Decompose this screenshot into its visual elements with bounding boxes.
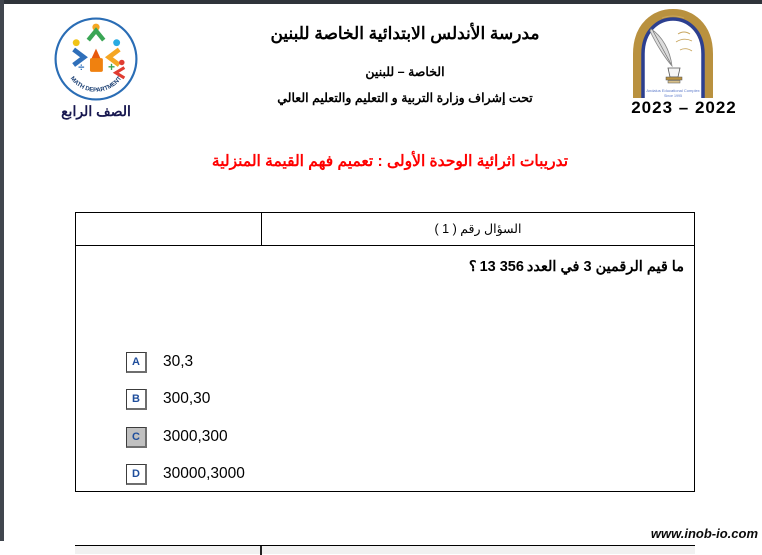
calligraphy-marks [661,15,693,52]
grade-label: الصف الرابع [61,103,131,119]
plus-symbol: + [108,60,115,74]
header-cell-divider [261,213,262,245]
pencil-book-icon [89,48,103,72]
option-value-c: 3000,300 [163,428,228,445]
viewer-frame-top-edge [0,0,762,4]
option-box-a[interactable]: A [126,351,147,373]
school-years: 2023 – 2022 [631,98,737,117]
school-arch-logo: Andalus Educational Complex Since 1995 [633,8,713,98]
school-header: مدرسة الأندلس الابتدائية الخاصة للبنين ا… [225,24,585,124]
question-mark: ؟ [468,259,477,275]
option-value-d: 30000,3000 [163,465,245,482]
question-number-value: 13 356 [479,259,524,275]
math-department-logo: ÷ + MATH DEPARTMENT [54,17,138,101]
school-subtitle-2: تحت إشراف وزارة التربية و التعليم والتعل… [277,91,533,105]
option-row-c: C 3000,300 [126,426,228,448]
question-table: السؤال رقم ( 1 ) ما قيم الرقمين 3 في الع… [75,212,695,492]
school-name: مدرسة الأندلس الابتدائية الخاصة للبنين [270,24,540,43]
arch-logo-caption-2: Since 1995 [664,94,682,98]
option-value-a: 30,3 [163,353,194,370]
question-text-arabic: ما قيم الرقمين 3 في العدد [526,259,684,275]
option-row-d: D 30000,3000 [126,463,245,485]
next-table-cell-divider [260,546,262,555]
watermark-url: www.inob-io.com [650,526,758,541]
arch-logo-caption-1: Andalus Educational Complex [646,88,699,93]
option-box-c[interactable]: C [126,426,147,448]
people-figures-icon [72,23,126,80]
worksheet-title: تدريبات اثرائية الوحدة الأولى : تعميم فه… [211,153,569,170]
viewer-frame-left-edge [0,0,4,541]
option-row-a: A 30,3 [126,351,193,373]
divide-symbol: ÷ [78,62,84,74]
question-text: ما قيم الرقمين 3 في العدد13 356؟ [469,259,684,275]
option-value-b: 300,30 [163,390,211,407]
school-subtitle-1: الخاصة – للبنين [365,65,445,79]
option-box-d[interactable]: D [126,463,147,485]
option-row-b: B 300,30 [126,388,210,410]
option-box-b[interactable]: B [126,388,147,410]
question-table-header: السؤال رقم ( 1 ) [76,213,694,246]
question-number-label: السؤال رقم ( 1 ) [434,222,522,236]
next-question-table-partial [75,545,695,555]
quill-inkwell-icon [649,28,683,84]
